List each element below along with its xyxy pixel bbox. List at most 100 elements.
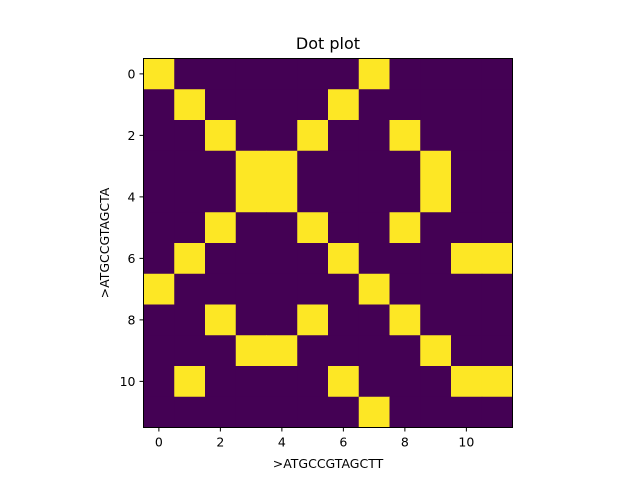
match-cell — [235, 335, 267, 367]
mismatch-cell — [358, 120, 390, 152]
y-tick-label: 6 — [128, 251, 136, 266]
y-tick-label: 10 — [120, 374, 136, 389]
mismatch-cell — [143, 335, 175, 367]
mismatch-cell — [143, 181, 175, 213]
mismatch-cell — [420, 366, 452, 398]
mismatch-cell — [174, 212, 206, 244]
mismatch-cell — [174, 304, 206, 336]
mismatch-cell — [328, 150, 360, 182]
x-tick-label: 4 — [278, 435, 286, 450]
mismatch-cell — [266, 89, 298, 121]
x-tick-label: 6 — [339, 435, 347, 450]
mismatch-cell — [297, 273, 329, 305]
mismatch-cell — [328, 181, 360, 213]
match-cell — [174, 89, 206, 121]
mismatch-cell — [481, 58, 513, 90]
mismatch-cell — [205, 366, 237, 398]
match-cell — [235, 181, 267, 213]
match-cell — [266, 150, 298, 182]
mismatch-cell — [205, 89, 237, 121]
mismatch-cell — [481, 120, 513, 152]
mismatch-cell — [420, 58, 452, 90]
x-axis-ticks: 0 2 4 6 8 10 — [155, 427, 474, 450]
match-cell — [358, 273, 390, 305]
match-cell — [205, 120, 237, 152]
match-cell — [235, 150, 267, 182]
mismatch-cell — [481, 273, 513, 305]
mismatch-cell — [174, 150, 206, 182]
mismatch-cell — [205, 335, 237, 367]
mismatch-cell — [235, 273, 267, 305]
match-cell — [174, 243, 206, 275]
mismatch-cell — [143, 150, 175, 182]
y-tick-label: 2 — [128, 128, 136, 143]
mismatch-cell — [328, 396, 360, 428]
mismatch-cell — [174, 120, 206, 152]
mismatch-cell — [481, 181, 513, 213]
mismatch-cell — [481, 89, 513, 121]
match-cell — [358, 396, 390, 428]
mismatch-cell — [389, 150, 421, 182]
mismatch-cell — [205, 58, 237, 90]
mismatch-cell — [389, 181, 421, 213]
x-tick-label: 10 — [458, 435, 474, 450]
mismatch-cell — [235, 58, 267, 90]
match-cell — [389, 120, 421, 152]
mismatch-cell — [205, 273, 237, 305]
y-tick-label: 4 — [128, 189, 136, 204]
mismatch-cell — [358, 304, 390, 336]
mismatch-cell — [451, 335, 483, 367]
mismatch-cell — [174, 335, 206, 367]
match-cell — [358, 58, 390, 90]
mismatch-cell — [174, 273, 206, 305]
match-cell — [328, 366, 360, 398]
match-cell — [297, 120, 329, 152]
match-cell — [328, 89, 360, 121]
mismatch-cell — [235, 396, 267, 428]
mismatch-cell — [358, 212, 390, 244]
mismatch-cell — [328, 335, 360, 367]
match-cell — [451, 366, 483, 398]
mismatch-cell — [297, 396, 329, 428]
mismatch-cell — [389, 396, 421, 428]
mismatch-cell — [358, 150, 390, 182]
mismatch-cell — [481, 304, 513, 336]
mismatch-cell — [297, 335, 329, 367]
mismatch-cell — [143, 89, 175, 121]
mismatch-cell — [328, 304, 360, 336]
mismatch-cell — [451, 120, 483, 152]
mismatch-cell — [266, 120, 298, 152]
mismatch-cell — [358, 89, 390, 121]
match-cell — [328, 243, 360, 275]
mismatch-cell — [451, 150, 483, 182]
mismatch-cell — [389, 273, 421, 305]
mismatch-cell — [143, 366, 175, 398]
mismatch-cell — [420, 243, 452, 275]
mismatch-cell — [143, 243, 175, 275]
match-cell — [297, 212, 329, 244]
mismatch-cell — [451, 396, 483, 428]
mismatch-cell — [420, 396, 452, 428]
match-cell — [143, 58, 175, 90]
mismatch-cell — [451, 273, 483, 305]
mismatch-cell — [266, 366, 298, 398]
mismatch-cell — [481, 335, 513, 367]
mismatch-cell — [358, 181, 390, 213]
mismatch-cell — [328, 120, 360, 152]
match-cell — [266, 181, 298, 213]
mismatch-cell — [297, 181, 329, 213]
mismatch-cell — [481, 212, 513, 244]
match-cell — [143, 273, 175, 305]
mismatch-cell — [235, 89, 267, 121]
mismatch-cell — [451, 304, 483, 336]
mismatch-cell — [297, 58, 329, 90]
mismatch-cell — [420, 304, 452, 336]
x-tick-label: 8 — [401, 435, 409, 450]
mismatch-cell — [174, 181, 206, 213]
match-cell — [297, 304, 329, 336]
mismatch-cell — [328, 212, 360, 244]
mismatch-cell — [205, 150, 237, 182]
mismatch-cell — [143, 212, 175, 244]
mismatch-cell — [266, 273, 298, 305]
